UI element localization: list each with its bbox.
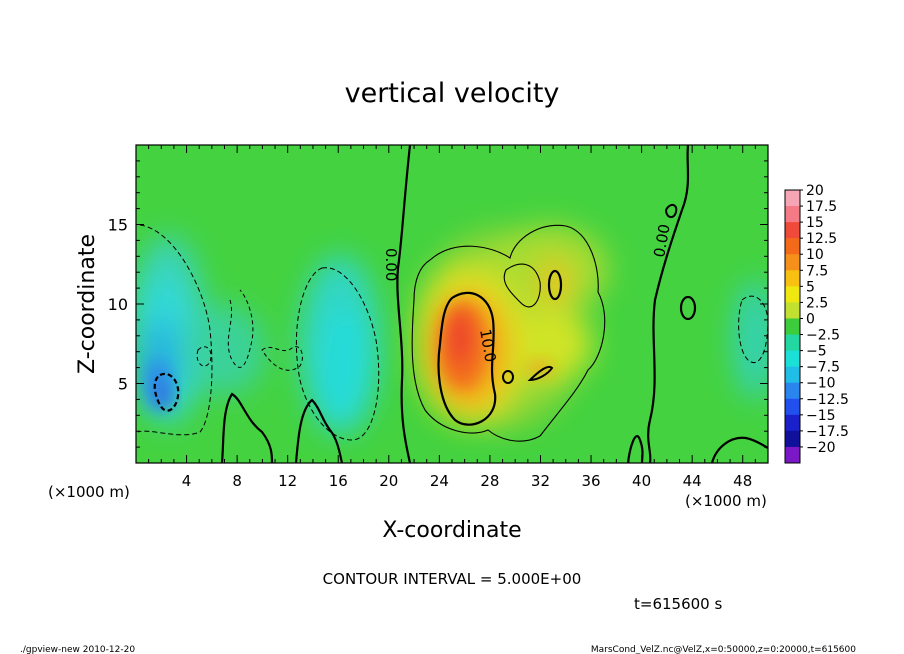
x-tick-label: 36 <box>581 472 600 490</box>
x-tick-label: 24 <box>430 472 449 490</box>
negative-core <box>144 359 173 411</box>
contour-plus-ten <box>547 269 563 301</box>
colorbar-label: 5 <box>806 279 815 295</box>
contour-plus-ten <box>502 370 514 384</box>
footer-left: ./gpview-new 2010-12-20 <box>20 645 135 654</box>
colorbar-label: 7.5 <box>806 263 828 279</box>
x-unit-right: (×1000 m) <box>685 492 767 510</box>
zero-contour-line <box>626 435 644 463</box>
colorbar-swatch <box>785 286 800 303</box>
colorbar-label: −2.5 <box>806 328 840 344</box>
colorbar-label: 20 <box>806 183 824 199</box>
colorbar-swatch <box>785 350 800 368</box>
x-tick-label: 44 <box>683 472 702 490</box>
zero-contour-line <box>710 436 768 463</box>
x-tick-label: 20 <box>379 472 398 490</box>
colorbar-label: −10 <box>806 376 836 392</box>
colorbar: 2017.51512.5107.552.50−2.5−5−7.5−10−12.5… <box>784 183 849 464</box>
colorbar-swatch <box>785 238 800 255</box>
colorbar-swatch <box>785 318 800 336</box>
contour-interval: CONTOUR INTERVAL = 5.000E+00 <box>323 570 582 588</box>
contour-minus-five <box>137 224 213 436</box>
colorbar-swatch <box>785 430 800 448</box>
contour-minus-ten <box>153 372 180 412</box>
colorbar-swatch <box>785 366 800 384</box>
y-axis-label: Z-coordinate <box>75 234 100 374</box>
contour-label: 0.00 <box>382 248 400 281</box>
colorbar-swatch <box>785 414 800 432</box>
colorbar-swatch <box>785 302 800 319</box>
contour-minus-five <box>261 346 303 371</box>
zero-contour-line <box>220 392 274 463</box>
colorbar-label: −7.5 <box>806 360 840 376</box>
colorbar-label: 0 <box>806 311 815 327</box>
x-tick-label: 48 <box>733 472 752 490</box>
colorbar-label: −5 <box>806 344 827 360</box>
negative-regions <box>136 235 768 435</box>
zero-contour-line <box>679 295 697 321</box>
x-axis-label: X-coordinate <box>382 518 521 543</box>
contour-minus-five <box>295 267 380 441</box>
contour-label: 10.0 <box>476 328 500 364</box>
contour-minus-five <box>738 295 768 363</box>
positive-core <box>440 303 554 387</box>
colorbar-swatch <box>785 222 800 239</box>
colorbar-swatch <box>785 190 800 207</box>
colorbar-label: 17.5 <box>806 199 837 215</box>
zero-contour-line <box>647 145 690 463</box>
contour-plus-ten <box>527 366 554 382</box>
colorbar-label: 2.5 <box>806 295 828 311</box>
zero-contour-line <box>664 204 678 218</box>
colorbar-label: 12.5 <box>806 231 837 247</box>
contour-lines <box>137 145 768 463</box>
x-tick-label: 4 <box>182 472 192 490</box>
contour-minus-five <box>196 346 212 367</box>
colorbar-swatch <box>785 270 800 287</box>
y-tick-label: 5 <box>118 375 128 394</box>
x-tick-label: 12 <box>278 472 297 490</box>
colorbar-label: 10 <box>806 247 824 263</box>
chart-title: vertical velocity <box>345 78 560 109</box>
colorbar-swatch <box>785 206 800 223</box>
colorbar-label: −12.5 <box>806 392 849 408</box>
colorbar-label: −17.5 <box>806 424 849 440</box>
contour-label: 0.00 <box>650 223 674 259</box>
colorbar-label: −15 <box>806 408 836 424</box>
x-tick-label: 32 <box>531 472 550 490</box>
heatmap-field: 0.00 10.0 0.00 <box>136 145 768 463</box>
zero-contour-line <box>294 398 344 463</box>
time-stamp: t=615600 s <box>634 595 722 613</box>
contour-minus-five <box>227 289 254 368</box>
colorbar-swatch <box>785 334 800 352</box>
x-tick-label: 8 <box>232 472 242 490</box>
y-tick-label: 10 <box>108 295 128 314</box>
contour-plus-five <box>503 263 541 308</box>
footer-right: MarsCond_VelZ.nc@VelZ,x=0:50000,z=0:2000… <box>591 645 856 654</box>
contour-plus-ten <box>437 291 497 426</box>
colorbar-frame <box>784 189 801 464</box>
contour-plus-five <box>411 224 606 442</box>
x-tick-label: 40 <box>632 472 651 490</box>
colorbar-label: −20 <box>806 440 836 456</box>
y-tick-label: 15 <box>108 216 128 235</box>
x-tick-label: 16 <box>329 472 348 490</box>
colorbar-swatch <box>785 398 800 416</box>
colorbar-swatch <box>785 446 800 464</box>
zero-contour-line <box>396 145 412 463</box>
colorbar-swatch <box>785 254 800 271</box>
colorbar-swatch <box>785 382 800 400</box>
colorbar-label: 15 <box>806 215 824 231</box>
x-tick-label: 28 <box>480 472 499 490</box>
x-unit-left: (×1000 m) <box>48 483 130 501</box>
